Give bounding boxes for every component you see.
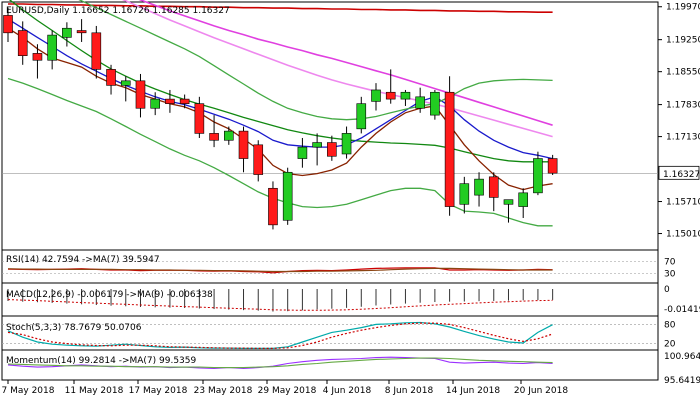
- moving-average-line: [121, 0, 553, 138]
- price-tick-label: 1.18550: [666, 68, 700, 78]
- candle-body: [400, 91, 411, 100]
- candle-body: [327, 142, 337, 157]
- candle-body: [474, 178, 484, 196]
- date-tick-label: 14 Jun 2018: [446, 386, 500, 396]
- price-tick-label: 1.17830: [666, 101, 700, 111]
- last-price-label: 1.16327: [663, 170, 700, 180]
- candle-body: [341, 133, 352, 155]
- date-tick-label: 11 May 2018: [65, 386, 124, 396]
- candle-body: [62, 27, 72, 38]
- moving-average-line: [138, 0, 553, 126]
- moving-average-line: [78, 0, 553, 121]
- price-tick-label: 1.19250: [666, 36, 700, 46]
- momentum-tick-label: 95.6419: [664, 376, 700, 386]
- candle-body: [91, 32, 102, 70]
- candle-body: [312, 142, 322, 148]
- price-tick-label: 1.15010: [666, 230, 700, 240]
- candle-body: [518, 192, 529, 207]
- price-tick-label: 1.17130: [666, 133, 700, 143]
- date-tick-label: 17 May 2018: [129, 386, 188, 396]
- candle-body: [385, 91, 396, 100]
- candle-body: [533, 158, 543, 194]
- candle-body: [106, 69, 116, 86]
- candle-body: [165, 98, 175, 104]
- candle-body: [238, 130, 249, 159]
- candle-body: [17, 30, 28, 56]
- candle-body: [268, 187, 278, 226]
- candle-body: [459, 183, 470, 205]
- candle-body: [150, 98, 160, 109]
- candle-body: [503, 199, 514, 205]
- macd-tick-label: 0: [664, 285, 670, 295]
- candle-body: [430, 91, 440, 116]
- candle-body: [488, 176, 499, 198]
- momentum-series-line: [7, 357, 553, 369]
- candle-body: [32, 53, 43, 61]
- macd-panel-title: MACD(12,26,9) -0.006179 ->MA(9) -0.00633…: [6, 290, 213, 300]
- rsi-panel-title: RSI(14) 42.7594 ->MA(7) 39.5947: [6, 255, 160, 265]
- date-tick-label: 4 Jun 2018: [323, 386, 372, 396]
- momentum-panel-title: Momentum(14) 99.2814 ->MA(7) 99.5359: [6, 356, 197, 366]
- macd-signal-line: [7, 299, 553, 311]
- date-tick-label: 8 Jun 2018: [385, 386, 434, 396]
- candle-body: [297, 146, 308, 159]
- rsi-tick-label: 30: [664, 270, 676, 280]
- moving-average-line: [7, 27, 553, 191]
- moving-average-line: [7, 18, 553, 160]
- candle-body: [120, 80, 131, 86]
- stoch-panel-title: Stoch(5,3,3) 78.7679 50.0706: [6, 323, 142, 333]
- macd-tick-label: -0.014194: [664, 305, 700, 315]
- candle-body: [209, 133, 219, 141]
- date-tick-label: 20 Jun 2018: [514, 386, 568, 396]
- candle-body: [47, 34, 57, 61]
- price-tick-label: 1.19970: [666, 3, 700, 13]
- rsi-series-line: [7, 267, 553, 273]
- candle-body: [224, 130, 234, 141]
- stoch-tick-label: 80: [664, 320, 676, 330]
- moving-average-line: [7, 77, 553, 227]
- candle-body: [415, 96, 425, 109]
- rsi-tick-label: 70: [664, 257, 676, 267]
- date-tick-label: 7 May 2018: [2, 386, 55, 396]
- stoch-tick-label: 20: [664, 340, 676, 350]
- candle-body: [282, 171, 293, 221]
- moving-average-line: [8, 3, 553, 13]
- date-tick-label: 23 May 2018: [194, 386, 253, 396]
- price-tick-label: 1.15710: [666, 198, 700, 208]
- price-panel-title: EURUSD,Daily 1.16652 1.16726 1.16285 1.1…: [6, 6, 230, 16]
- date-tick-label: 29 May 2018: [258, 386, 317, 396]
- candle-body: [135, 80, 146, 109]
- candle-body: [371, 89, 381, 102]
- momentum-tick-label: 100.9647: [664, 352, 700, 362]
- candle-body: [547, 158, 558, 174]
- candle-body: [179, 98, 190, 104]
- candle-body: [3, 15, 13, 34]
- candle-body: [444, 91, 455, 207]
- candle-body: [356, 103, 367, 130]
- candle-body: [76, 30, 87, 34]
- candle-body: [253, 144, 264, 175]
- candle-body: [194, 103, 205, 134]
- stoch-series-line: [7, 322, 553, 349]
- last-price-box: [658, 165, 700, 180]
